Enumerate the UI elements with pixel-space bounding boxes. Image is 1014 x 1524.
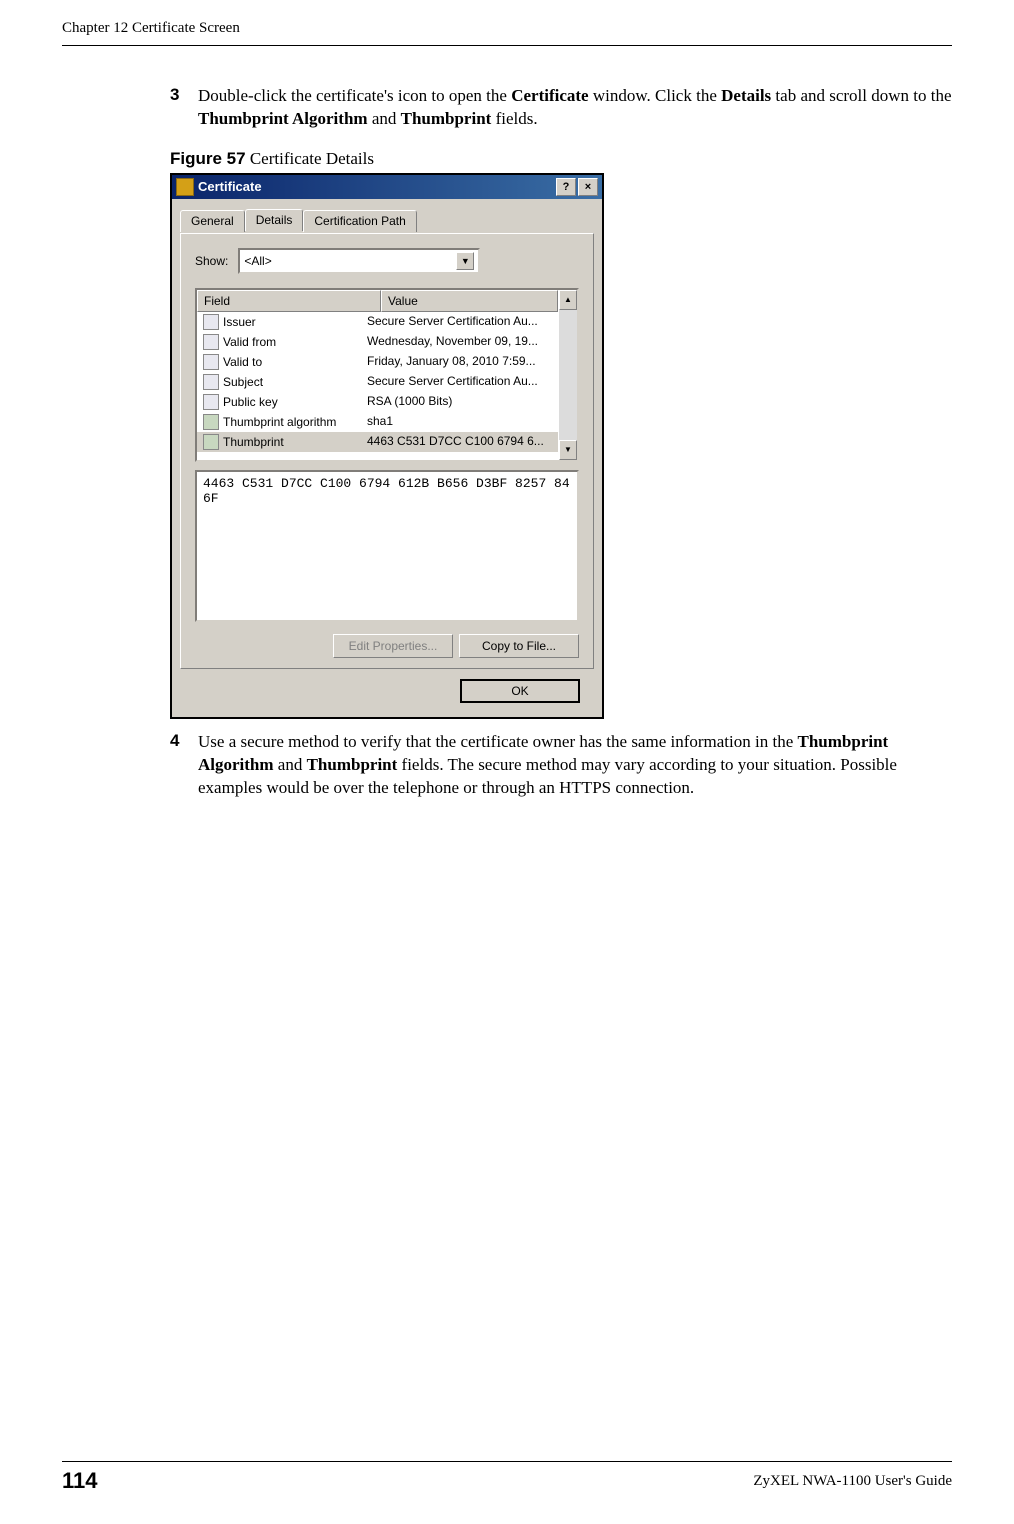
list-row[interactable]: Subject Secure Server Certification Au... bbox=[197, 372, 558, 392]
text-bold: Thumbprint bbox=[307, 755, 398, 774]
tab-strip: General Details Certification Path bbox=[172, 199, 602, 233]
column-value[interactable]: Value bbox=[381, 290, 558, 312]
chevron-down-icon[interactable]: ▼ bbox=[456, 252, 474, 270]
list-row[interactable]: Public key RSA (1000 Bits) bbox=[197, 392, 558, 412]
page-footer: 114 ZyXEL NWA-1100 User's Guide bbox=[62, 1461, 952, 1494]
step-4: 4 Use a secure method to verify that the… bbox=[170, 731, 952, 800]
field-value: 4463 C531 D7CC C100 6794 6... bbox=[367, 434, 558, 450]
ok-row: OK bbox=[180, 679, 594, 717]
figure-title: Certificate Details bbox=[246, 149, 374, 168]
text: fields. bbox=[491, 109, 537, 128]
certificate-icon bbox=[176, 178, 194, 196]
figure-caption: Figure 57 Certificate Details bbox=[170, 149, 952, 169]
help-button[interactable]: ? bbox=[556, 178, 576, 196]
scroll-track[interactable] bbox=[559, 310, 577, 440]
text: Use a secure method to verify that the c… bbox=[198, 732, 798, 751]
field-value: Friday, January 08, 2010 7:59... bbox=[367, 354, 558, 370]
edit-properties-button: Edit Properties... bbox=[333, 634, 453, 658]
detail-textbox: 4463 C531 D7CC C100 6794 612B B656 D3BF … bbox=[195, 470, 579, 622]
text-bold: Thumbprint bbox=[401, 109, 492, 128]
cert-field-icon bbox=[203, 334, 219, 350]
list-row[interactable]: Thumbprint algorithm sha1 bbox=[197, 412, 558, 432]
field-value: RSA (1000 Bits) bbox=[367, 394, 558, 410]
cert-field-icon bbox=[203, 354, 219, 370]
list-header: Field Value bbox=[197, 290, 558, 312]
text: and bbox=[368, 109, 401, 128]
guide-name: ZyXEL NWA-1100 User's Guide bbox=[753, 1473, 952, 1490]
list-row[interactable]: Valid to Friday, January 08, 2010 7:59... bbox=[197, 352, 558, 372]
field-name: Issuer bbox=[223, 315, 256, 329]
window-titlebar: Certificate ? × bbox=[172, 175, 602, 199]
field-value: Secure Server Certification Au... bbox=[367, 314, 558, 330]
step-text: Use a secure method to verify that the c… bbox=[198, 731, 952, 800]
scroll-down-button[interactable]: ▼ bbox=[559, 440, 577, 460]
step-3: 3 Double-click the certificate's icon to… bbox=[170, 85, 952, 131]
cert-field-icon bbox=[203, 394, 219, 410]
text-bold: Details bbox=[721, 86, 771, 105]
list-row[interactable]: Thumbprint 4463 C531 D7CC C100 6794 6... bbox=[197, 432, 558, 452]
fields-listbox: Field Value Issuer Secure Server Certific… bbox=[195, 288, 579, 462]
text: window. Click the bbox=[589, 86, 722, 105]
cert-stamp-icon bbox=[203, 414, 219, 430]
text: and bbox=[274, 755, 307, 774]
tab-content: Show: <All> ▼ Field Value Issuer Secure S… bbox=[180, 233, 594, 669]
tab-certification-path[interactable]: Certification Path bbox=[303, 210, 416, 232]
text: Double-click the certificate's icon to o… bbox=[198, 86, 511, 105]
step-number: 4 bbox=[170, 731, 198, 800]
window-title: Certificate bbox=[198, 179, 262, 194]
tab-general[interactable]: General bbox=[180, 210, 245, 232]
text-bold: Thumbprint Algorithm bbox=[198, 109, 368, 128]
certificate-window: Certificate ? × General Details Certific… bbox=[170, 173, 604, 719]
cert-field-icon bbox=[203, 374, 219, 390]
field-name: Subject bbox=[223, 375, 263, 389]
button-row: Edit Properties... Copy to File... bbox=[195, 634, 579, 658]
header-rule bbox=[62, 45, 952, 46]
footer-rule bbox=[62, 1461, 952, 1462]
field-name: Valid to bbox=[223, 355, 262, 369]
copy-to-file-button[interactable]: Copy to File... bbox=[459, 634, 579, 658]
show-dropdown[interactable]: <All> ▼ bbox=[238, 248, 480, 274]
close-button[interactable]: × bbox=[578, 178, 598, 196]
ok-button[interactable]: OK bbox=[460, 679, 580, 703]
field-name: Thumbprint algorithm bbox=[223, 415, 336, 429]
field-name: Public key bbox=[223, 395, 278, 409]
column-field[interactable]: Field bbox=[197, 290, 381, 312]
scrollbar[interactable]: ▲ ▼ bbox=[558, 290, 577, 460]
list-row[interactable]: Issuer Secure Server Certification Au... bbox=[197, 312, 558, 332]
show-row: Show: <All> ▼ bbox=[195, 248, 579, 274]
figure-number: Figure 57 bbox=[170, 149, 246, 168]
field-value: Wednesday, November 09, 19... bbox=[367, 334, 558, 350]
dropdown-value: <All> bbox=[244, 254, 271, 268]
step-number: 3 bbox=[170, 85, 198, 131]
page-number: 114 bbox=[62, 1468, 98, 1494]
text-bold: Certificate bbox=[511, 86, 588, 105]
field-value: Secure Server Certification Au... bbox=[367, 374, 558, 390]
field-value: sha1 bbox=[367, 414, 558, 430]
cert-field-icon bbox=[203, 314, 219, 330]
cert-stamp-icon bbox=[203, 434, 219, 450]
scroll-up-button[interactable]: ▲ bbox=[559, 290, 577, 310]
field-name: Valid from bbox=[223, 335, 276, 349]
list-row[interactable]: Valid from Wednesday, November 09, 19... bbox=[197, 332, 558, 352]
field-name: Thumbprint bbox=[223, 435, 284, 449]
tab-details[interactable]: Details bbox=[245, 209, 304, 231]
text: tab and scroll down to the bbox=[771, 86, 951, 105]
step-text: Double-click the certificate's icon to o… bbox=[198, 85, 952, 131]
show-label: Show: bbox=[195, 254, 228, 268]
chapter-header: Chapter 12 Certificate Screen bbox=[62, 20, 240, 37]
